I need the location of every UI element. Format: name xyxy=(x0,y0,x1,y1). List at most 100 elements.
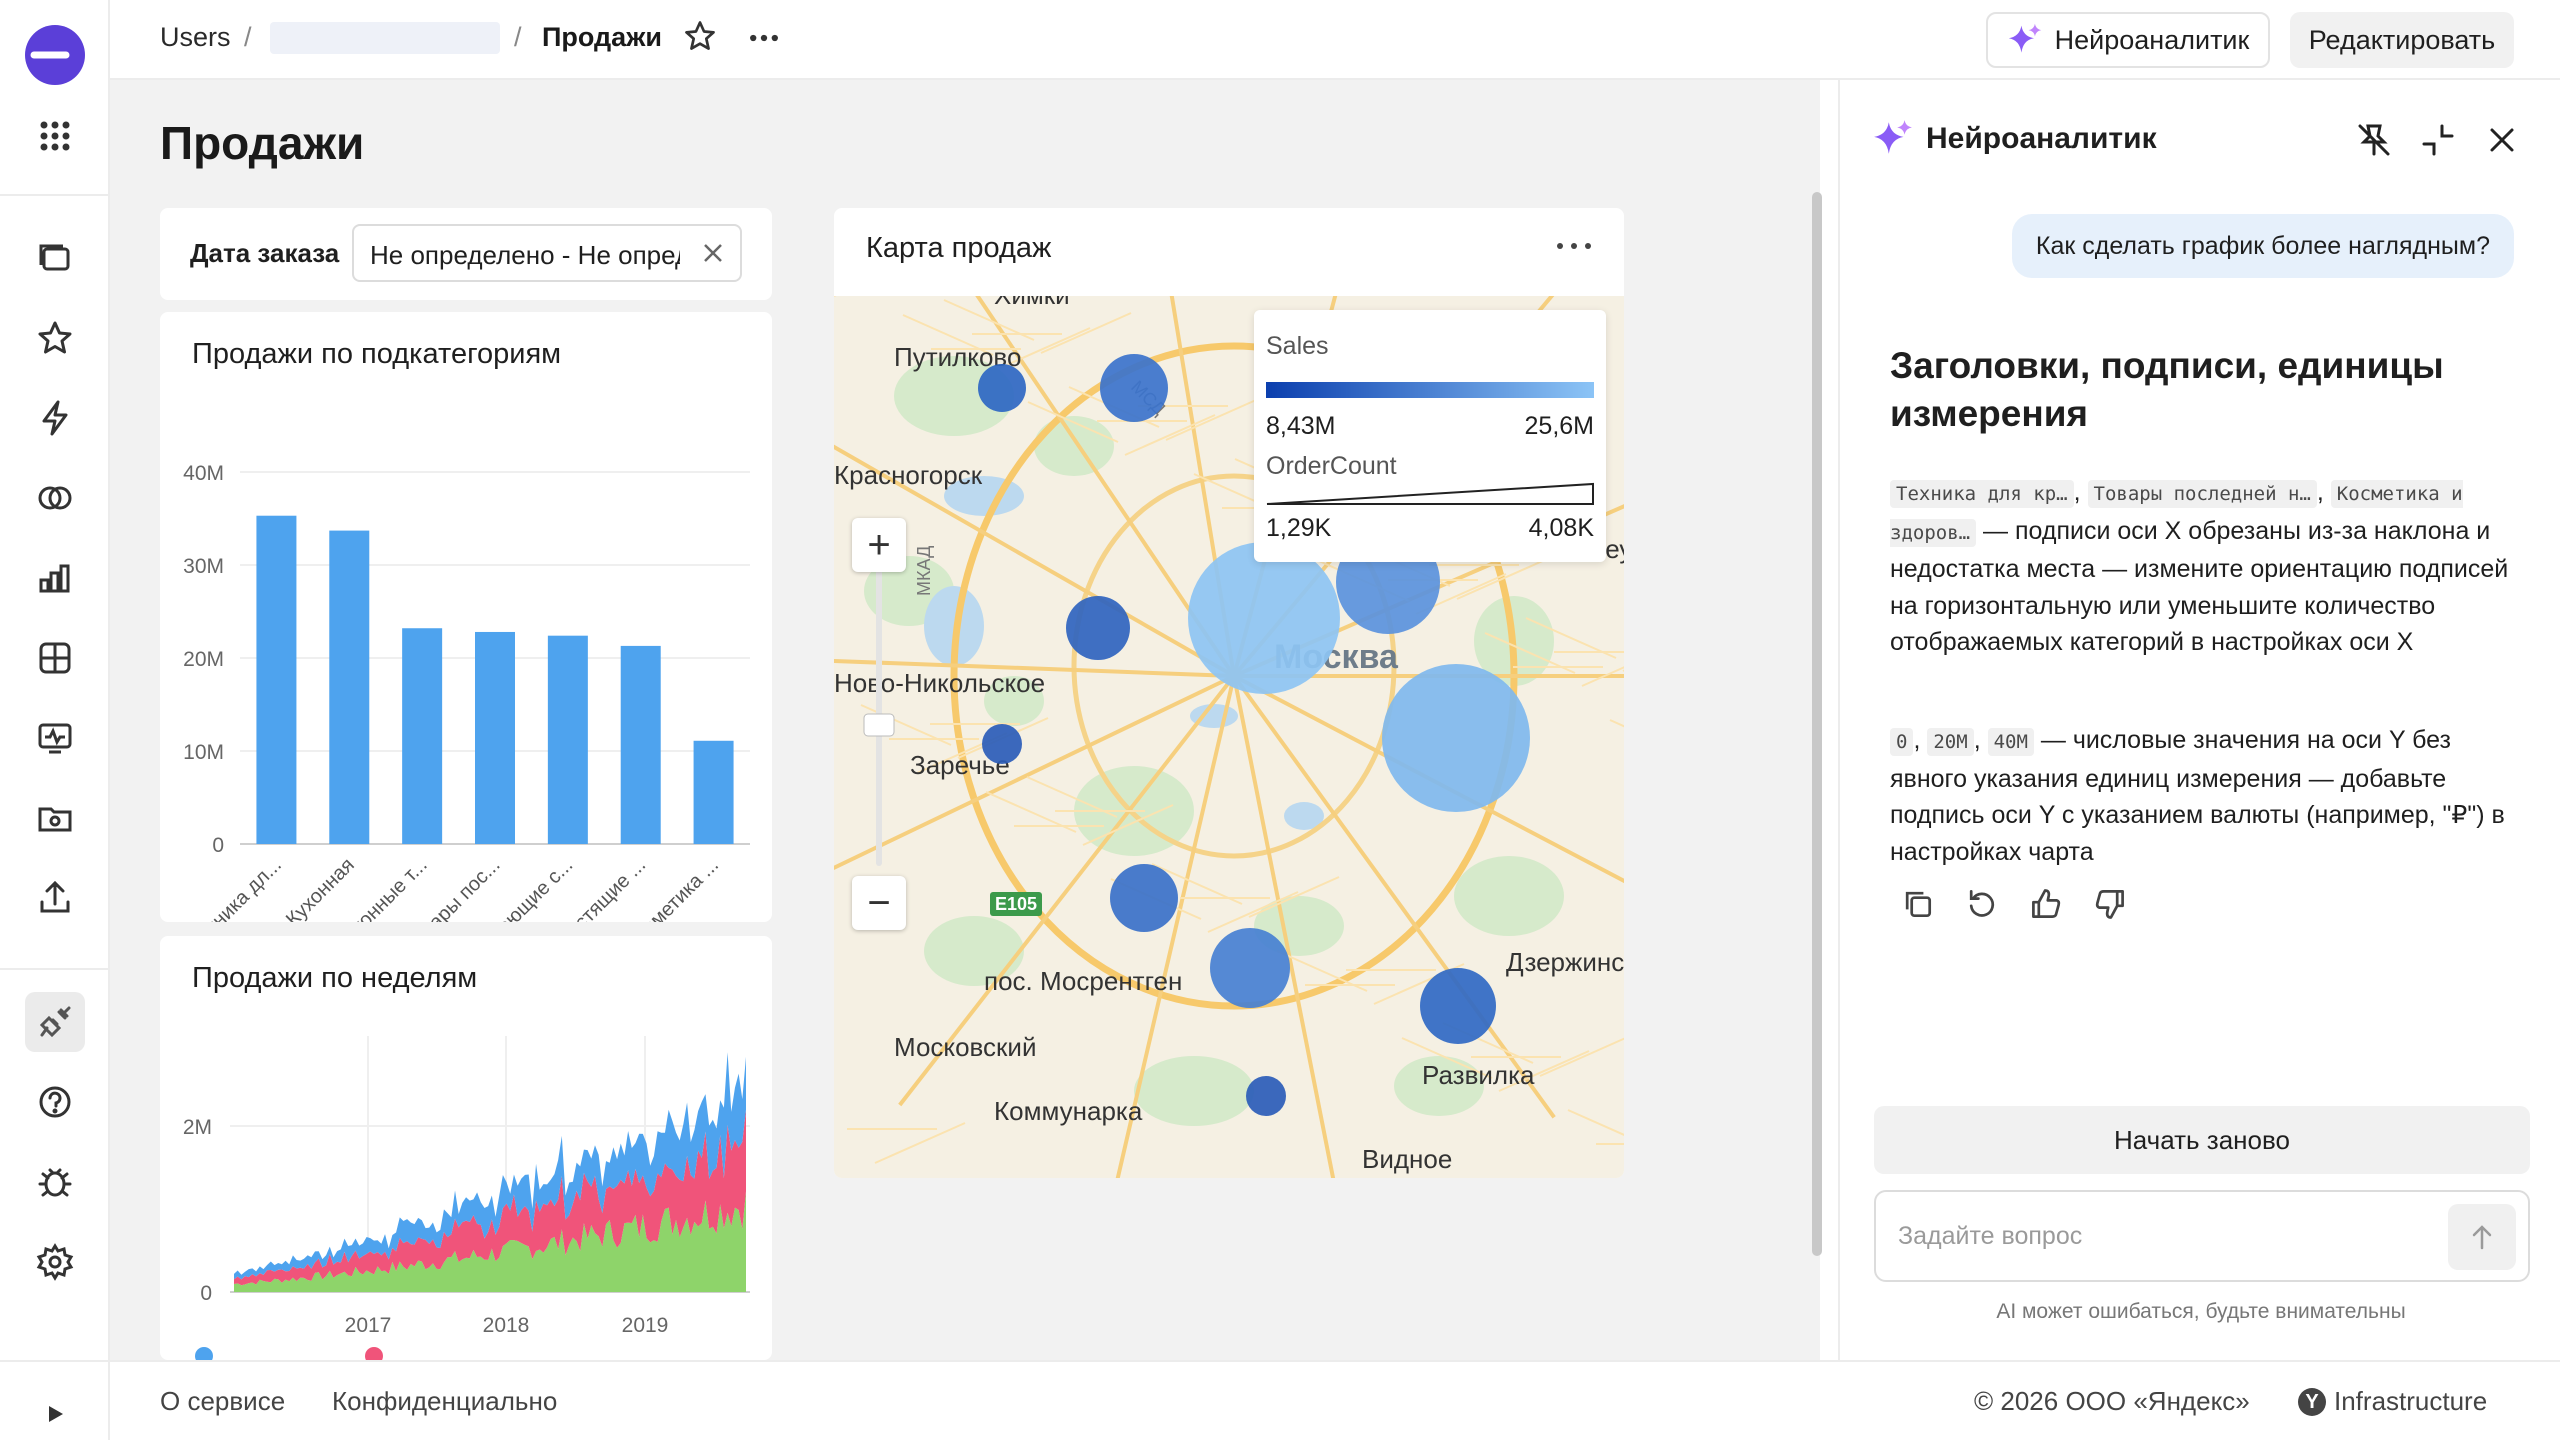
y-tick-label: 10M xyxy=(183,741,224,764)
thumbs-up-icon[interactable] xyxy=(2028,886,2064,922)
sales-gradient xyxy=(1266,382,1594,398)
edit-button[interactable]: Редактировать xyxy=(2290,12,2514,68)
footer-about-link[interactable]: О сервисе xyxy=(160,1386,286,1416)
copy-icon[interactable] xyxy=(1900,886,1936,922)
footer-copyright[interactable]: © 2026 ООО «Яндекс» xyxy=(1974,1386,2250,1416)
bug-icon[interactable] xyxy=(25,1152,85,1212)
ai-disclaimer: AI может ошибаться, будьте внимательны xyxy=(1996,1300,2406,1323)
y-tick-label: 20M xyxy=(183,648,224,671)
sales-bubble xyxy=(1110,864,1178,932)
breadcrumb-redacted-folder[interactable] xyxy=(270,22,500,54)
question-input[interactable] xyxy=(1898,1214,2438,1258)
minor-road xyxy=(1498,1050,1590,1092)
monitoring-icon[interactable] xyxy=(25,708,85,768)
neuroanalyst-button[interactable]: Нейроаналитик xyxy=(1986,12,2270,68)
date-filter-widget: Дата заказа Не определено - Не определен… xyxy=(160,208,772,300)
breadcrumb-separator: / xyxy=(514,22,522,52)
send-button[interactable] xyxy=(2448,1204,2516,1270)
radial-road xyxy=(975,296,1236,678)
footer-privacy-link[interactable]: Конфиденциально xyxy=(332,1386,558,1416)
route-shield xyxy=(990,892,1042,916)
park-area xyxy=(984,676,1044,726)
sparkle-icon xyxy=(1874,120,1912,154)
favorite-star-icon[interactable] xyxy=(682,18,718,54)
legend-swatch xyxy=(365,1347,383,1360)
question-input-box[interactable] xyxy=(1874,1190,2530,1282)
map-place-label: Ново-Никольское xyxy=(834,668,1045,698)
minor-road xyxy=(1401,1037,1493,1079)
sparkle-icon xyxy=(2008,23,2041,53)
legend-sales-label: Sales xyxy=(1266,332,1329,360)
datalens-logo-icon[interactable] xyxy=(22,22,88,88)
park-area xyxy=(1134,1056,1254,1126)
answer-paragraph-2: 0, 20M, 40M — числовые значения на оси Y… xyxy=(1890,726,2505,866)
integrations-plug-icon[interactable] xyxy=(25,992,85,1052)
x-tick-label: 2017 xyxy=(345,1314,392,1337)
radial-road xyxy=(1232,675,1336,1178)
left-rail xyxy=(0,0,110,1440)
arrow-up-icon xyxy=(2472,1225,2492,1250)
apps-grid-icon[interactable] xyxy=(25,106,85,166)
favorites-star-icon[interactable] xyxy=(25,308,85,368)
y-tick-label: 2M xyxy=(183,1116,212,1139)
map-place-label: Химки xyxy=(994,296,1070,310)
code-chip: 0 xyxy=(1890,728,1914,756)
datasets-rings-icon[interactable] xyxy=(25,468,85,528)
park-area xyxy=(1454,856,1564,936)
neuroanalyst-button-label: Нейроаналитик xyxy=(2054,24,2250,55)
dashboards-icon[interactable] xyxy=(25,628,85,688)
map-title: Карта продаж xyxy=(866,232,1052,264)
date-range-input[interactable]: Не определено - Не определено xyxy=(352,224,742,282)
dashboard-scrollbar[interactable] xyxy=(1812,192,1822,1256)
charts-icon[interactable] xyxy=(25,548,85,608)
code-chip: Товары последней н… xyxy=(2087,480,2317,508)
folder-icon[interactable] xyxy=(25,788,85,848)
answer-heading: Заголовки, подписи, единицы измерения xyxy=(1890,345,2444,434)
collapse-icon[interactable] xyxy=(2418,120,2458,160)
code-chip: 40M xyxy=(1987,728,2034,756)
expand-rail-icon[interactable] xyxy=(25,1384,85,1440)
minor-road xyxy=(1276,950,1368,992)
minor-road xyxy=(1026,776,1118,818)
upload-icon[interactable] xyxy=(25,868,85,928)
zoom-handle xyxy=(863,713,895,737)
top-bar: Users / / Продажи Нейроаналитик Редактир… xyxy=(110,0,2560,80)
park-area xyxy=(924,916,1024,986)
x-tick-label: Техника дл... xyxy=(186,854,286,922)
minor-road xyxy=(1165,399,1257,441)
restart-button[interactable]: Начать заново xyxy=(1874,1106,2530,1174)
thumbs-down-icon[interactable] xyxy=(2092,886,2128,922)
unpin-icon[interactable] xyxy=(2354,120,2394,160)
sales-bubble xyxy=(1066,596,1130,660)
sales-bubble xyxy=(982,724,1022,764)
neuroanalyst-panel: Нейроаналитик Как сделать график более н… xyxy=(1838,80,2560,1360)
zoom-in-button[interactable]: + xyxy=(852,518,906,572)
regenerate-icon[interactable] xyxy=(1964,886,2000,922)
sales-bubble xyxy=(1188,542,1340,694)
minor-road xyxy=(1151,863,1243,905)
weekly-area-chart: 2017 2018 2019 0 2M xyxy=(183,1036,750,1360)
map-place-label: Развилка xyxy=(1422,1060,1535,1090)
y-tick-label: 30M xyxy=(183,555,224,578)
x-tick-label: Кухонная xyxy=(282,854,359,922)
settings-gear-icon[interactable] xyxy=(25,1232,85,1292)
minor-road xyxy=(1027,401,1119,443)
minor-road xyxy=(1124,414,1216,456)
answer-text: — числовые значения на оси Y без явного … xyxy=(1890,726,2505,866)
clear-icon[interactable] xyxy=(698,238,728,268)
sales-bubble xyxy=(1210,928,1290,1008)
bar xyxy=(693,740,734,844)
collections-icon[interactable] xyxy=(25,228,85,288)
radial-road xyxy=(834,444,1235,678)
more-dots-icon[interactable] xyxy=(746,20,782,56)
connections-bolt-icon[interactable] xyxy=(25,388,85,448)
footer-infrastructure-link[interactable]: Infrastructure xyxy=(2334,1386,2488,1416)
sales-bubble xyxy=(978,364,1026,412)
road-label: МКАД xyxy=(914,546,934,596)
breadcrumb-current[interactable]: Продажи xyxy=(542,22,662,52)
zoom-out-button[interactable]: − xyxy=(852,876,906,930)
widget-menu-icon[interactable] xyxy=(1554,236,1594,256)
help-icon[interactable] xyxy=(25,1072,85,1132)
close-icon[interactable] xyxy=(2482,120,2522,160)
breadcrumb-users[interactable]: Users xyxy=(160,22,231,52)
